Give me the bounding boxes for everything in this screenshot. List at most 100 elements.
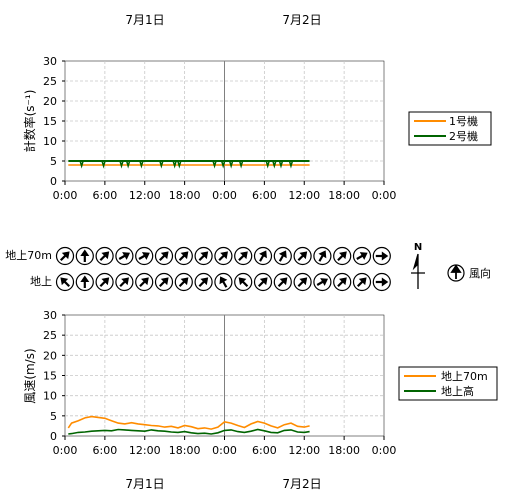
wind-arrow-glyph bbox=[59, 251, 70, 262]
count-series-1-dip bbox=[139, 160, 144, 169]
wind-arrow-shaft bbox=[138, 254, 146, 260]
wind-arrow-icon bbox=[273, 272, 292, 292]
date-label-bottom-day2: 7月2日 bbox=[282, 477, 321, 491]
wind-arrow-icon bbox=[214, 246, 233, 266]
wind-arrow-icon bbox=[75, 246, 94, 266]
wind-arrow-icon bbox=[313, 272, 332, 292]
wind-xtick-label: 0:00 bbox=[212, 444, 237, 457]
wind-arrow-glyph bbox=[375, 277, 389, 287]
wind-series-0-line bbox=[67, 415, 310, 430]
wind-arrow-glyph bbox=[318, 250, 327, 262]
wind-arrow-glyph bbox=[178, 251, 189, 262]
wind-arrow-glyph bbox=[356, 252, 368, 260]
wind-ytick-label: 25 bbox=[43, 329, 57, 342]
wind-arrow-glyph bbox=[158, 277, 169, 288]
wind-ytick-label: 0 bbox=[50, 430, 57, 443]
count-rate-chart: 30 25 20 15 10 5 0 0:00 6:00 12:00 18:00 0:00 6:00 1… bbox=[22, 55, 492, 202]
count-series-1-dip bbox=[119, 160, 124, 169]
wind-xtick-label: 18:00 bbox=[169, 444, 201, 457]
wind-arrow-head bbox=[101, 277, 110, 286]
wind-arrow-icon bbox=[273, 246, 292, 266]
wind-arrow-head bbox=[381, 251, 389, 261]
wind-xtick-label: 6:00 bbox=[252, 444, 277, 457]
count-series-1-dip bbox=[177, 160, 182, 169]
count-xtick-label: 0:00 bbox=[53, 189, 78, 202]
wind-arrow-icon bbox=[115, 272, 134, 292]
wind-speed-y-ticks: 30 25 20 15 10 5 0 bbox=[43, 309, 65, 443]
count-xtick-label: 18:00 bbox=[169, 189, 201, 202]
wind-arrow-glyph bbox=[60, 277, 71, 288]
wind-arrow-head bbox=[180, 277, 189, 286]
wind-xtick-label: 0:00 bbox=[53, 444, 78, 457]
wind-arrow-head bbox=[180, 251, 189, 260]
wind-arrow-head bbox=[318, 250, 327, 259]
wind-arrow-shaft bbox=[158, 254, 166, 262]
wind-ytick-label: 5 bbox=[50, 410, 57, 423]
wind-arrow-icon bbox=[135, 272, 154, 292]
wind-arrow-shaft bbox=[257, 280, 265, 288]
wind-xtick-label: 6:00 bbox=[93, 444, 118, 457]
count-xtick-label: 6:00 bbox=[93, 189, 118, 202]
wind-arrow-shaft bbox=[139, 280, 146, 288]
wind-arrow-glyph bbox=[198, 277, 209, 288]
north-letter: N bbox=[414, 242, 422, 253]
wind-xtick-label: 12:00 bbox=[129, 444, 161, 457]
wind-arrow-head bbox=[238, 277, 247, 286]
wind-arrow-icon bbox=[154, 272, 174, 292]
wind-arrow-shaft bbox=[356, 280, 364, 288]
wind-arrow-shaft bbox=[158, 280, 166, 288]
count-series-1-dip bbox=[79, 160, 84, 169]
count-rate-legend: 1号機 2号機 bbox=[408, 111, 492, 146]
wind-arrow-head bbox=[160, 277, 169, 286]
wind-arrow-shaft bbox=[59, 254, 67, 262]
wind-arrow-icon bbox=[194, 272, 213, 292]
wind-arrow-shaft bbox=[318, 254, 324, 262]
wind-arrow-icon bbox=[194, 246, 213, 266]
count-series-1-dip bbox=[220, 160, 226, 169]
wind-series-1-line bbox=[68, 428, 310, 435]
wind-arrow-head bbox=[141, 252, 150, 260]
count-rate-y-ticks: 30 25 20 15 10 5 0 bbox=[43, 55, 65, 188]
count-ytick-label: 15 bbox=[43, 115, 57, 128]
wind-speed-legend-box bbox=[398, 366, 498, 401]
wind-arrow-icon bbox=[293, 272, 312, 292]
wind-arrow-glyph bbox=[337, 251, 347, 262]
wind-arrow-shaft bbox=[118, 254, 126, 260]
wind-arrow-shaft bbox=[221, 280, 228, 288]
wind-arrow-head bbox=[220, 251, 228, 260]
wind-arrow-glyph bbox=[118, 252, 131, 260]
legend-label-70m: 地上70m bbox=[441, 370, 488, 383]
count-rate-ylabel: 計数率(s⁻¹) bbox=[22, 90, 37, 153]
count-xtick-label: 12:00 bbox=[288, 189, 320, 202]
legend-label-ground: 地上高 bbox=[441, 384, 474, 398]
wind-arrow-shaft bbox=[119, 280, 126, 288]
wind-arrow-head bbox=[381, 277, 389, 287]
wind-speed-ylabel: 風速(m/s) bbox=[23, 348, 37, 403]
count-rate-legend-box bbox=[408, 111, 492, 146]
wind-arrow-glyph bbox=[99, 277, 110, 288]
count-xtick-label: 0:00 bbox=[372, 189, 397, 202]
count-rate-series bbox=[68, 160, 310, 169]
wind-arrow-shaft bbox=[99, 280, 107, 288]
wind-arrow-shaft bbox=[198, 280, 206, 288]
wind-arrow-glyph bbox=[139, 277, 149, 288]
count-series-1-dip bbox=[172, 160, 177, 169]
wind-arrow-glyph bbox=[178, 277, 189, 288]
wind-arrow-icon bbox=[313, 246, 332, 266]
wind-ytick-label: 15 bbox=[43, 370, 57, 383]
count-xtick-label: 18:00 bbox=[328, 189, 360, 202]
wind-arrow-glyph bbox=[356, 277, 367, 288]
wind-arrow-head bbox=[141, 277, 149, 286]
legend-label-unit1: 1号機 bbox=[449, 114, 478, 128]
wind-arrow-head bbox=[219, 276, 228, 285]
north-indicator: N bbox=[411, 242, 425, 289]
wind-direction-row-70m bbox=[55, 246, 391, 266]
wind-arrow-glyph bbox=[218, 251, 228, 262]
count-rate-x-ticks: 0:00 6:00 12:00 18:00 0:00 6:00 12:00 18:00 0:00 bbox=[53, 181, 397, 202]
count-ytick-label: 25 bbox=[43, 75, 57, 88]
wind-arrow-icon bbox=[95, 272, 114, 292]
wind-arrow-head bbox=[60, 277, 69, 286]
wind-arrow-icon bbox=[234, 272, 253, 292]
wind-arrow-icon bbox=[234, 246, 253, 266]
